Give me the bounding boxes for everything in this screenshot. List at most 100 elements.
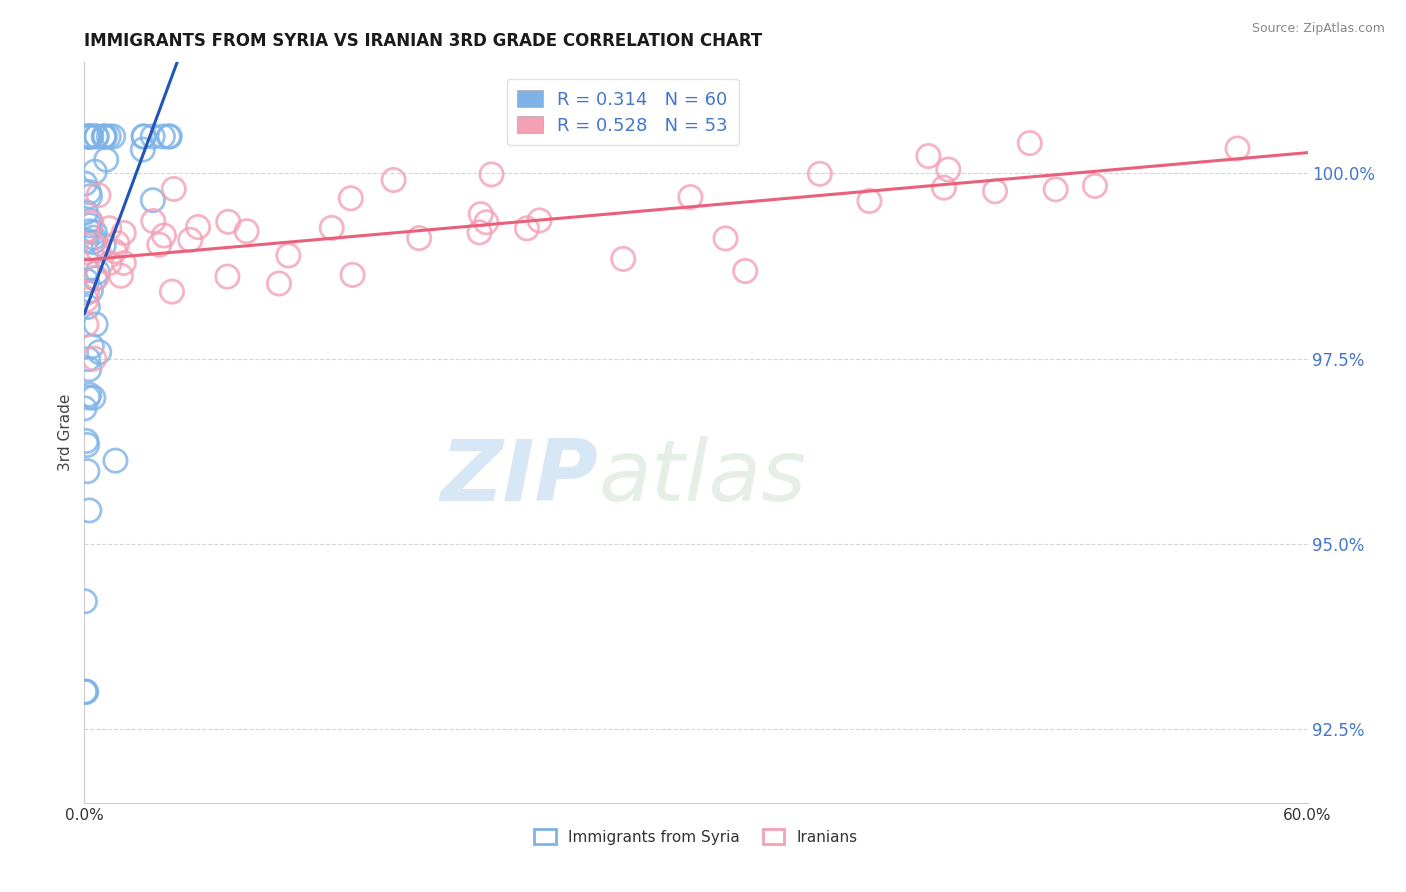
Point [77, 129, 100, 144]
Point [83, 230, 105, 244]
Text: Source: ZipAtlas.com: Source: ZipAtlas.com [1251, 22, 1385, 36]
Point [808, 167, 831, 181]
Point [79, 219, 101, 233]
Point [80, 284, 103, 298]
Point [1018, 136, 1040, 150]
Point [79, 129, 101, 144]
Point [84, 270, 107, 285]
Point [73, 594, 96, 608]
Point [612, 252, 634, 266]
Point [142, 214, 165, 228]
Point [77, 185, 100, 199]
Point [1226, 141, 1249, 155]
Point [79, 503, 101, 517]
Point [80, 339, 103, 353]
Point [87, 188, 110, 202]
Point [382, 173, 405, 187]
Point [75, 685, 97, 699]
Point [105, 236, 128, 251]
Point [179, 233, 201, 247]
Point [76, 285, 98, 300]
Point [76, 464, 98, 478]
Point [75, 293, 97, 307]
Point [104, 244, 127, 259]
Point [83, 225, 105, 239]
Point [76, 274, 98, 288]
Point [76, 263, 98, 277]
Point [142, 129, 165, 144]
Point [858, 194, 880, 208]
Point [84, 271, 107, 285]
Point [132, 143, 155, 157]
Point [77, 300, 100, 314]
Point [94, 129, 117, 144]
Point [93, 129, 115, 144]
Point [917, 149, 939, 163]
Text: atlas: atlas [598, 435, 806, 518]
Point [97, 129, 120, 144]
Point [104, 453, 127, 467]
Point [77, 362, 100, 376]
Point [76, 234, 98, 248]
Point [96, 153, 118, 167]
Point [1045, 182, 1067, 196]
Point [529, 213, 551, 227]
Point [148, 237, 170, 252]
Point [80, 216, 103, 230]
Point [77, 387, 100, 401]
Point [86, 265, 108, 279]
Point [75, 434, 97, 448]
Point [984, 184, 1007, 198]
Point [80, 129, 103, 144]
Point [73, 401, 96, 416]
Point [77, 129, 100, 144]
Point [98, 221, 121, 235]
Point [340, 191, 363, 205]
Point [93, 238, 115, 252]
Point [1084, 178, 1107, 193]
Point [157, 129, 180, 144]
Point [142, 193, 165, 207]
Point [516, 221, 538, 235]
Legend: Immigrants from Syria, Iranians: Immigrants from Syria, Iranians [529, 823, 863, 851]
Point [103, 129, 125, 144]
Point [714, 231, 737, 245]
Point [187, 220, 209, 235]
Point [82, 391, 104, 405]
Point [110, 268, 132, 283]
Point [83, 164, 105, 178]
Point [87, 243, 110, 257]
Point [75, 685, 97, 699]
Point [75, 205, 97, 219]
Point [321, 220, 343, 235]
Point [267, 277, 290, 291]
Point [79, 189, 101, 203]
Point [470, 207, 492, 221]
Point [77, 352, 100, 367]
Y-axis label: 3rd Grade: 3rd Grade [58, 394, 73, 471]
Point [79, 213, 101, 227]
Point [77, 391, 100, 405]
Point [217, 269, 239, 284]
Point [86, 129, 108, 144]
Text: ZIP: ZIP [440, 435, 598, 518]
Point [932, 180, 955, 194]
Point [936, 162, 959, 177]
Point [79, 129, 101, 144]
Point [163, 182, 186, 196]
Point [75, 245, 97, 260]
Point [408, 231, 430, 245]
Point [132, 129, 155, 144]
Point [217, 215, 239, 229]
Point [679, 190, 702, 204]
Point [93, 129, 115, 144]
Point [82, 235, 104, 249]
Point [235, 224, 257, 238]
Point [73, 177, 96, 191]
Point [89, 345, 111, 359]
Point [475, 215, 498, 229]
Point [84, 318, 107, 332]
Point [112, 256, 135, 270]
Point [98, 256, 121, 270]
Point [734, 264, 756, 278]
